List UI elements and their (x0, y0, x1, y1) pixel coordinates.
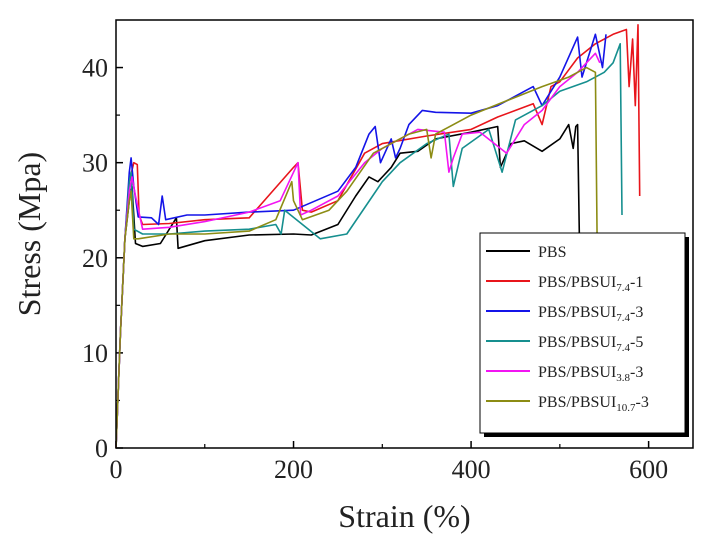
x-tick-label-3: 600 (629, 455, 668, 484)
y-tick-label-1: 10 (82, 339, 108, 368)
y-tick-label-4: 40 (82, 54, 108, 83)
y-tick-label-0: 0 (95, 434, 108, 463)
y-tick-label-2: 20 (82, 244, 108, 273)
tick-labels: 0 200 400 600 0 10 20 30 40 (82, 54, 668, 484)
series-lines (115, 24, 641, 449)
y-axis-title: Stress (Mpa) (11, 152, 47, 316)
legend: PBS PBS/PBSUI7.4-1 PBS/PBSUI7.4-3 PBS/PBSUI… (479, 232, 689, 437)
legend-label-1: PBS/PBSUI7.4-1 (538, 274, 643, 294)
x-tick-label-2: 400 (452, 455, 491, 484)
legend-label-0: PBS (538, 244, 566, 261)
legend-label-4: PBS/PBSUI3.8-3 (538, 364, 643, 384)
plot-frame (115, 19, 694, 449)
legend-label-5: PBS/PBSUI10.7-3 (538, 394, 649, 414)
x-axis-title: Strain (%) (338, 498, 470, 534)
series-line-0 (115, 123, 581, 449)
series-line-4 (115, 52, 601, 449)
x-tick-label-0: 0 (110, 455, 123, 484)
series-line-5 (115, 66, 598, 449)
y-tick-label-3: 30 (82, 149, 108, 178)
legend-label-2: PBS/PBSUI7.4-3 (538, 304, 643, 324)
series-line-1 (115, 24, 641, 449)
legend-label-3: PBS/PBSUI7.4-5 (538, 334, 643, 354)
legend-box (479, 232, 686, 434)
x-tick-label-1: 200 (274, 455, 313, 484)
